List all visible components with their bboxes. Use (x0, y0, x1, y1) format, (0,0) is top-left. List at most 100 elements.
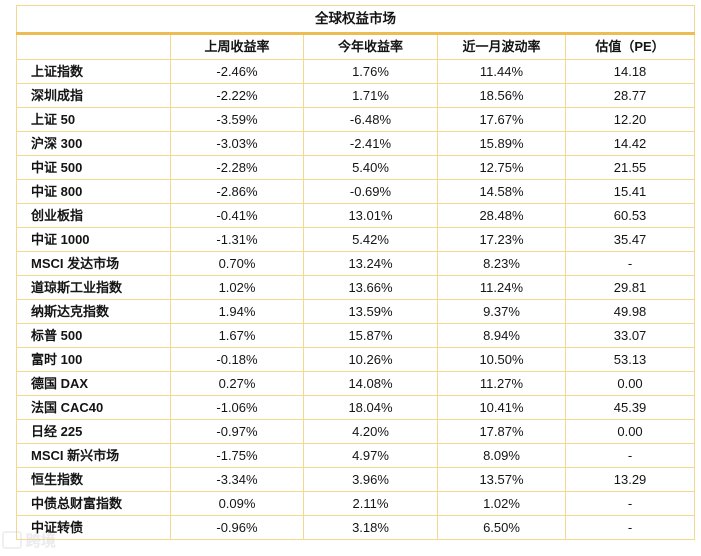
table-row: MSCI 新兴市场 -1.75% 4.97% 8.09% - (16, 443, 696, 468)
index-name-cell: 恒生指数 (16, 467, 171, 492)
value-cell: -2.46% (170, 59, 304, 84)
value-cell: 10.26% (303, 347, 438, 372)
index-name-cell: 上证指数 (16, 59, 171, 84)
table-row: 富时 100 -0.18% 10.26% 10.50% 53.13 (16, 347, 696, 372)
table-row: 沪深 300 -3.03% -2.41% 15.89% 14.42 (16, 131, 696, 156)
table-row: 中证 500 -2.28% 5.40% 12.75% 21.55 (16, 155, 696, 180)
value-cell: -6.48% (303, 107, 438, 132)
index-name-cell: 中债总财富指数 (16, 491, 171, 516)
index-name-cell: 纳斯达克指数 (16, 299, 171, 324)
index-name-cell: 法国 CAC40 (16, 395, 171, 420)
value-cell: -3.34% (170, 467, 304, 492)
table-title-row: 全球权益市场 (15, 5, 696, 35)
index-name-cell: MSCI 新兴市场 (16, 443, 171, 468)
value-cell: 13.57% (437, 467, 566, 492)
table-row: 中证 1000 -1.31% 5.42% 17.23% 35.47 (16, 227, 696, 252)
value-cell: -0.18% (170, 347, 304, 372)
value-cell: -0.97% (170, 419, 304, 444)
value-cell: 4.97% (303, 443, 438, 468)
value-cell: 5.42% (303, 227, 438, 252)
index-name-cell: 创业板指 (16, 203, 171, 228)
value-cell: 10.41% (437, 395, 566, 420)
table-row: 日经 225 -0.97% 4.20% 17.87% 0.00 (16, 419, 696, 444)
value-cell: 13.29 (564, 467, 696, 492)
index-name-cell: 道琼斯工业指数 (16, 275, 171, 300)
header-valuation-pe: 估值（PE） (564, 33, 696, 60)
value-cell: 13.59% (303, 299, 438, 324)
table-row: 恒生指数 -3.34% 3.96% 13.57% 13.29 (16, 467, 696, 492)
table-row: 标普 500 1.67% 15.87% 8.94% 33.07 (16, 323, 696, 348)
index-name-cell: 富时 100 (16, 347, 171, 372)
table-body: 上证指数 -2.46% 1.76% 11.44% 14.18 深圳成指 -2.22% 1.71… (16, 59, 696, 540)
value-cell: 1.71% (303, 83, 438, 108)
header-week-return: 上周收益率 (170, 33, 304, 60)
table-row: 上证 50 -3.59% -6.48% 17.67% 12.20 (16, 107, 696, 132)
value-cell: 29.81 (564, 275, 696, 300)
value-cell: 14.08% (303, 371, 438, 396)
table-header-row: 上周收益率 今年收益率 近一月波动率 估值（PE） (16, 33, 696, 60)
table-title: 全球权益市场 (15, 5, 696, 35)
index-name-cell: 中证转债 (16, 515, 171, 540)
index-name-cell: 德国 DAX (16, 371, 171, 396)
header-month-volatility: 近一月波动率 (437, 33, 566, 60)
value-cell: 35.47 (564, 227, 696, 252)
table-row: 纳斯达克指数 1.94% 13.59% 9.37% 49.98 (16, 299, 696, 324)
value-cell: - (564, 251, 696, 276)
value-cell: 33.07 (564, 323, 696, 348)
value-cell: 1.67% (170, 323, 304, 348)
value-cell: 14.58% (437, 179, 566, 204)
value-cell: -3.59% (170, 107, 304, 132)
value-cell: 17.87% (437, 419, 566, 444)
table-row: 创业板指 -0.41% 13.01% 28.48% 60.53 (16, 203, 696, 228)
value-cell: 13.24% (303, 251, 438, 276)
value-cell: 0.00 (564, 419, 696, 444)
value-cell: 11.24% (437, 275, 566, 300)
table-row: 法国 CAC40 -1.06% 18.04% 10.41% 45.39 (16, 395, 696, 420)
table-row: 道琼斯工业指数 1.02% 13.66% 11.24% 29.81 (16, 275, 696, 300)
value-cell: 17.67% (437, 107, 566, 132)
value-cell: 11.44% (437, 59, 566, 84)
index-name-cell: 深圳成指 (16, 83, 171, 108)
value-cell: 0.00 (564, 371, 696, 396)
value-cell: 15.87% (303, 323, 438, 348)
table-row: 中证转债 -0.96% 3.18% 6.50% - (16, 515, 696, 540)
value-cell: -1.31% (170, 227, 304, 252)
value-cell: -2.86% (170, 179, 304, 204)
value-cell: 4.20% (303, 419, 438, 444)
index-name-cell: 中证 500 (16, 155, 171, 180)
value-cell: 13.01% (303, 203, 438, 228)
table-row: 上证指数 -2.46% 1.76% 11.44% 14.18 (16, 59, 696, 84)
value-cell: 3.18% (303, 515, 438, 540)
table-row: 深圳成指 -2.22% 1.71% 18.56% 28.77 (16, 83, 696, 108)
index-name-cell: 日经 225 (16, 419, 171, 444)
value-cell: -2.41% (303, 131, 438, 156)
value-cell: 8.23% (437, 251, 566, 276)
value-cell: 6.50% (437, 515, 566, 540)
value-cell: 0.27% (170, 371, 304, 396)
value-cell: 60.53 (564, 203, 696, 228)
value-cell: -1.06% (170, 395, 304, 420)
value-cell: 28.48% (437, 203, 566, 228)
value-cell: 0.70% (170, 251, 304, 276)
value-cell: - (564, 443, 696, 468)
header-ytd-return: 今年收益率 (303, 33, 438, 60)
value-cell: 0.09% (170, 491, 304, 516)
value-cell: 12.20 (564, 107, 696, 132)
table-row: 中债总财富指数 0.09% 2.11% 1.02% - (16, 491, 696, 516)
value-cell: 21.55 (564, 155, 696, 180)
table-row: MSCI 发达市场 0.70% 13.24% 8.23% - (16, 251, 696, 276)
value-cell: 2.11% (303, 491, 438, 516)
index-name-cell: 标普 500 (16, 323, 171, 348)
value-cell: 3.96% (303, 467, 438, 492)
value-cell: 8.09% (437, 443, 566, 468)
value-cell: 9.37% (437, 299, 566, 324)
value-cell: 1.02% (437, 491, 566, 516)
value-cell: - (564, 491, 696, 516)
value-cell: 5.40% (303, 155, 438, 180)
value-cell: 13.66% (303, 275, 438, 300)
header-blank-cell (16, 33, 171, 60)
value-cell: 17.23% (437, 227, 566, 252)
value-cell: -0.41% (170, 203, 304, 228)
value-cell: 1.02% (170, 275, 304, 300)
value-cell: 53.13 (564, 347, 696, 372)
